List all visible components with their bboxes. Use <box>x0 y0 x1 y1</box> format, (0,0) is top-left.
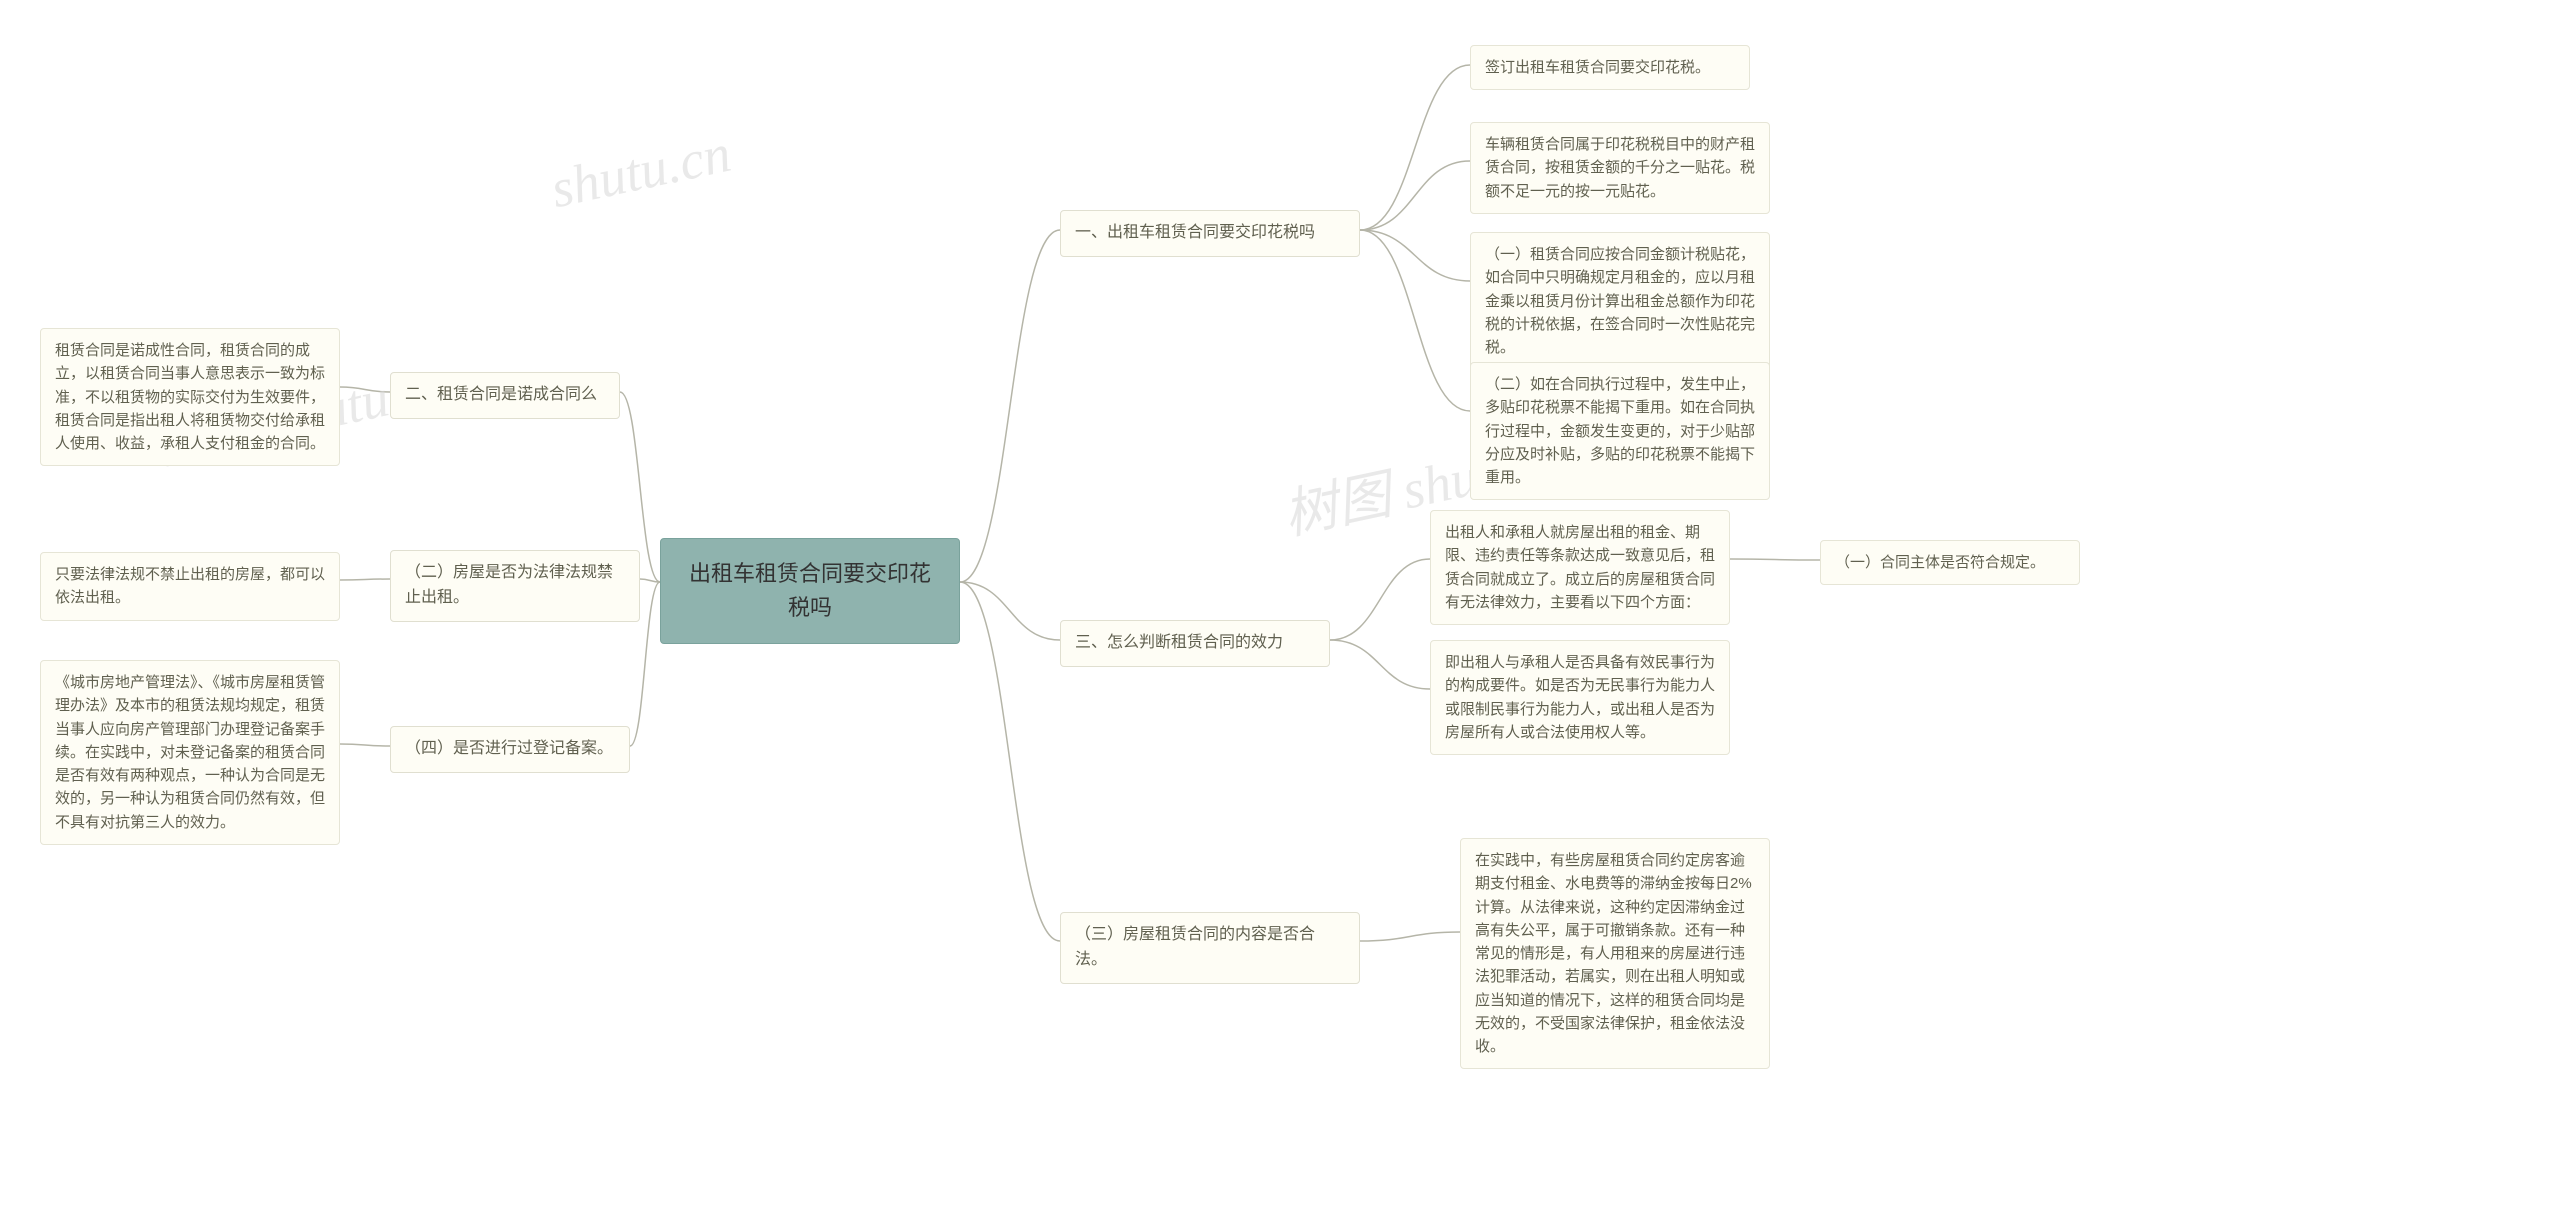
watermark-2: shutu.cn <box>546 122 736 220</box>
left-branch-2-leaf-0: 《城市房地产管理法》、《城市房屋租赁管理办法》及本市的租赁法规均规定，租赁当事人… <box>40 660 340 845</box>
left-branch-0-leaf-0: 租赁合同是诺成性合同，租赁合同的成立，以租赁合同当事人意思表示一致为标准，不以租… <box>40 328 340 466</box>
left-branch-0: 二、租赁合同是诺成合同么 <box>390 372 620 419</box>
right-branch-1-leaf-0-child: （一）合同主体是否符合规定。 <box>1820 540 2080 585</box>
right-branch-2: （三）房屋租赁合同的内容是否合法。 <box>1060 912 1360 984</box>
right-branch-0-leaf-2: （一）租赁合同应按合同金额计税贴花，如合同中只明确规定月租金的，应以月租金乘以租… <box>1470 232 1770 370</box>
right-branch-0: 一、出租车租赁合同要交印花税吗 <box>1060 210 1360 257</box>
connector-layer <box>0 0 2560 1214</box>
right-branch-2-leaf-0: 在实践中，有些房屋租赁合同约定房客逾期支付租金、水电费等的滞纳金按每日2%计算。… <box>1460 838 1770 1069</box>
right-branch-1-leaf-1: 即出租人与承租人是否具备有效民事行为的构成要件。如是否为无民事行为能力人或限制民… <box>1430 640 1730 755</box>
right-branch-1-leaf-0: 出租人和承租人就房屋出租的租金、期限、违约责任等条款达成一致意见后，租赁合同就成… <box>1430 510 1730 625</box>
right-branch-0-leaf-3: （二）如在合同执行过程中，发生中止，多贴印花税票不能揭下重用。如在合同执行过程中… <box>1470 362 1770 500</box>
right-branch-0-leaf-1: 车辆租赁合同属于印花税税目中的财产租赁合同，按租赁金额的千分之一贴花。税额不足一… <box>1470 122 1770 214</box>
left-branch-2: （四）是否进行过登记备案。 <box>390 726 630 773</box>
left-branch-1: （二）房屋是否为法律法规禁止出租。 <box>390 550 640 622</box>
center-topic: 出租车租赁合同要交印花税吗 <box>660 538 960 644</box>
left-branch-1-leaf-0: 只要法律法规不禁止出租的房屋，都可以依法出租。 <box>40 552 340 621</box>
right-branch-1: 三、怎么判断租赁合同的效力 <box>1060 620 1330 667</box>
right-branch-0-leaf-0: 签订出租车租赁合同要交印花税。 <box>1470 45 1750 90</box>
